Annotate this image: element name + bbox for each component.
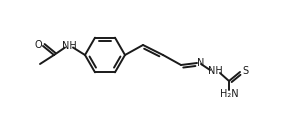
Text: NH: NH bbox=[61, 41, 76, 51]
Text: N: N bbox=[197, 58, 205, 68]
Text: NH: NH bbox=[208, 66, 222, 76]
Text: O: O bbox=[34, 40, 42, 50]
Text: H₂N: H₂N bbox=[220, 89, 238, 99]
Text: S: S bbox=[242, 66, 248, 76]
